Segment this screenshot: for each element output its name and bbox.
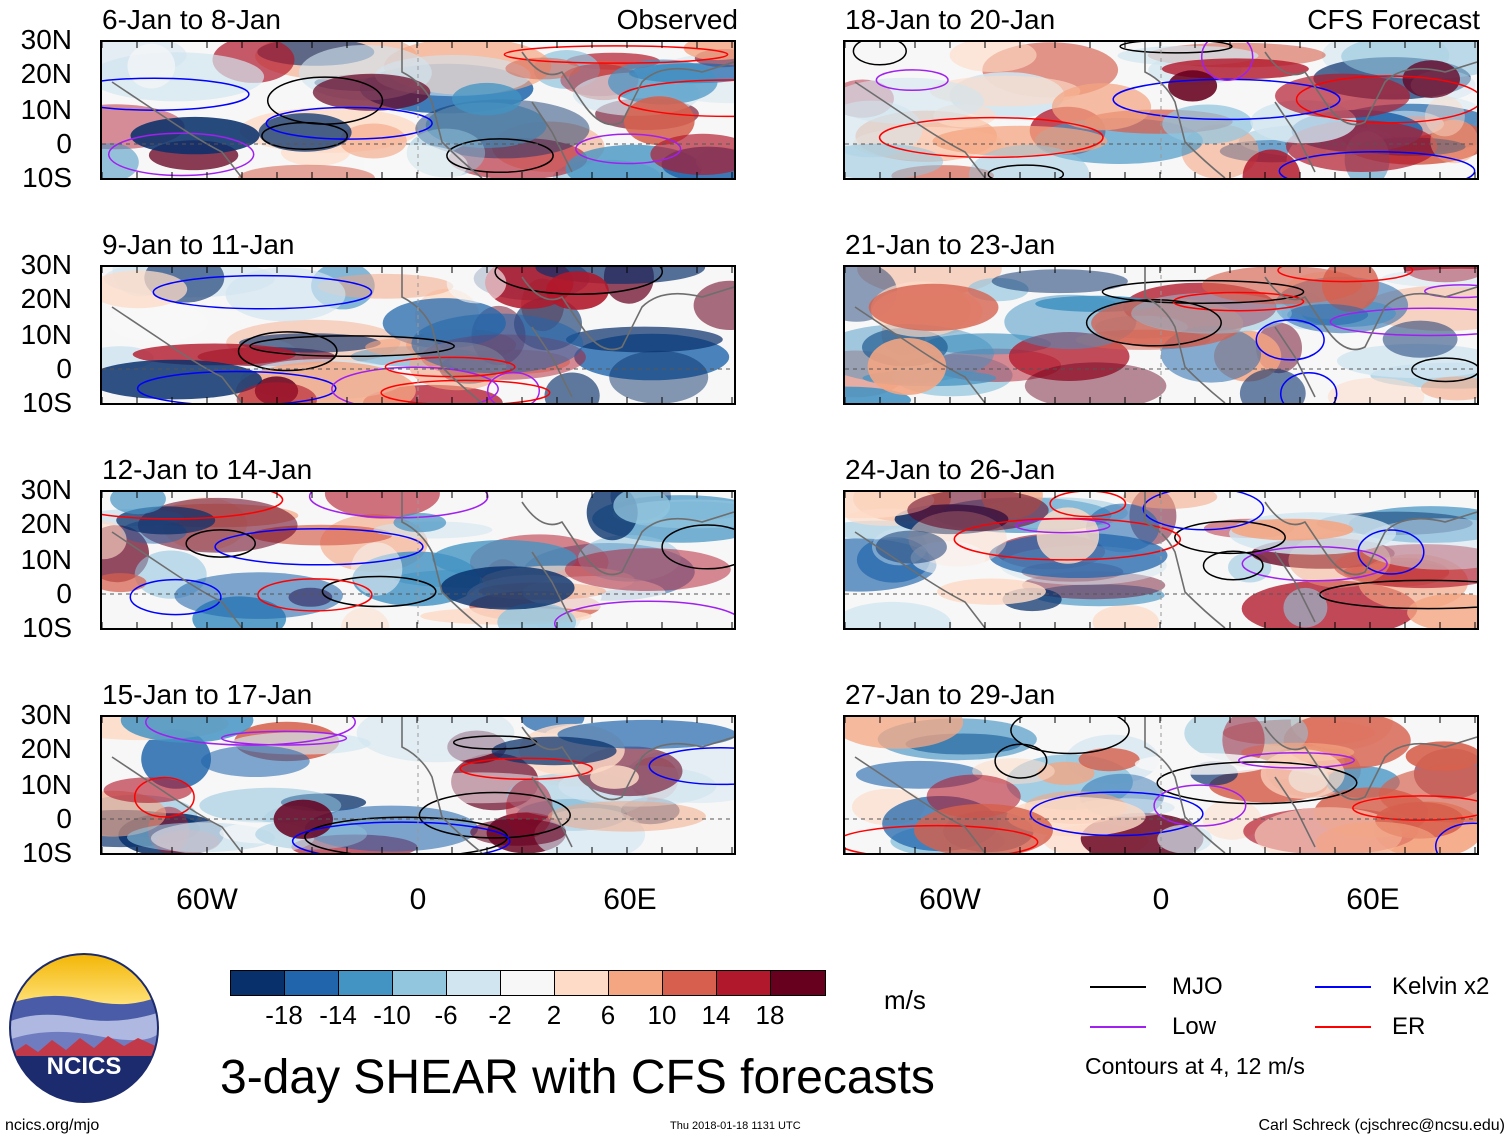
legend-line-er [1315,1026,1371,1028]
logo-text: NCICS [47,1053,122,1080]
lon-label-0-left: 0 [409,883,427,916]
colorbar-swatch [501,971,555,995]
colorbar-tick-label: 6 [600,1000,616,1030]
map-panel-obs2 [100,265,736,405]
lat-label: 10N [20,94,72,125]
colorbar-tick-label: -6 [434,1000,458,1030]
colorbar-swatch [447,971,501,995]
lat-label: 10N [20,769,72,800]
lat-label: 0 [56,578,72,609]
lat-label: 20N [20,733,72,764]
lat-label: 0 [56,353,72,384]
lat-label: 30N [20,699,72,730]
colorbar-swatch [231,971,285,995]
map-panel-fc1 [843,40,1479,180]
colorbar-tick-label: -18 [265,1000,303,1030]
lat-label: 10S [22,837,72,868]
colorbar-swatch [663,971,717,995]
lat-label: 30N [20,24,72,55]
lat-label: 30N [20,474,72,505]
colorbar-tick-label: -2 [488,1000,512,1030]
map-panel-obs4 [100,715,736,855]
colorbar-swatch [771,971,825,995]
legend-line-low [1090,1026,1146,1028]
map-panel-obs1 [100,40,736,180]
map-panel-fc4 [843,715,1479,855]
panel-title-fc1: 18-Jan to 20-Jan [845,4,1056,35]
lat-label: 10S [22,387,72,418]
legend-line-kelvin [1315,986,1371,988]
panel-title-obs4: 15-Jan to 17-Jan [102,679,313,710]
footer-author: Carl Schreck (cjschrec@ncsu.edu) [1258,1117,1505,1134]
colorbar-swatch [555,971,609,995]
colorbar-tick-label: 2 [546,1000,562,1030]
panel-label-cfs-forecast: CFS Forecast [1307,4,1480,35]
colorbar-tick-label: 18 [755,1000,785,1030]
map-panel-fc2 [843,265,1479,405]
lon-label-60e-right: 60E [1346,883,1400,916]
lat-label: 30N [20,249,72,280]
panel-title-fc2: 21-Jan to 23-Jan [845,229,1056,260]
legend-label-kelvin: Kelvin x2 [1392,973,1490,1000]
colorbar-swatch [609,971,663,995]
panel-title-fc3: 24-Jan to 26-Jan [845,454,1056,485]
lat-label: 20N [20,508,72,539]
lat-label: 20N [20,58,72,89]
lon-label-60w-left: 60W [176,883,238,916]
panel-title-fc4: 27-Jan to 29-Jan [845,679,1056,710]
colorbar-swatch [285,971,339,995]
colorbar-tick-label: -14 [319,1000,357,1030]
legend-label-mjo: MJO [1172,973,1223,1000]
lat-label: 10N [20,319,72,350]
panel-title-obs1: 6-Jan to 8-Jan [102,4,281,35]
lat-label: 10S [22,612,72,643]
lat-label: 10S [22,162,72,193]
lon-label-0-right: 0 [1152,883,1170,916]
colorbar-swatch [393,971,447,995]
colorbar-units: m/s [884,985,926,1015]
map-panel-obs3 [100,490,736,630]
panel-title-obs2: 9-Jan to 11-Jan [102,229,295,260]
panel-title-obs3: 12-Jan to 14-Jan [102,454,313,485]
ncics-logo: NCICS [8,952,160,1104]
lat-label: 20N [20,283,72,314]
colorbar-tick-label: 14 [701,1000,731,1030]
colorbar-tick-label: 10 [647,1000,677,1030]
colorbar-tick-label: -10 [373,1000,411,1030]
colorbar-swatch [339,971,393,995]
lon-label-60e-left: 60E [603,883,657,916]
footer-timestamp: Thu 2018-01-18 1131 UTC [670,1120,801,1132]
legend-note: Contours at 4, 12 m/s [1085,1053,1305,1079]
colorbar-swatch [717,971,771,995]
lat-label: 0 [56,803,72,834]
legend-label-low: Low [1172,1013,1217,1040]
lat-label: 10N [20,544,72,575]
colorbar [230,970,826,996]
panel-label-observed: Observed [616,4,738,35]
legend-label-er: ER [1392,1013,1426,1040]
map-panel-fc3 [843,490,1479,630]
lat-label: 0 [56,128,72,159]
legend-line-mjo [1090,986,1146,988]
footer-url: ncics.org/mjo [5,1117,100,1134]
figure-title: 3-day SHEAR with CFS forecasts [220,1051,935,1104]
lon-label-60w-right: 60W [919,883,981,916]
